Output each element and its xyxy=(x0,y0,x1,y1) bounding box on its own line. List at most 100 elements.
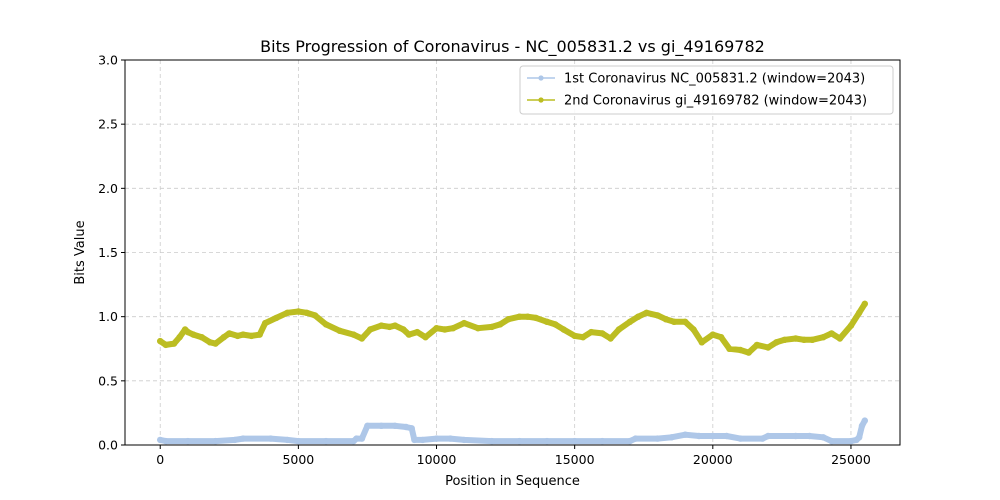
series-2-point xyxy=(157,337,164,345)
series-1-point xyxy=(411,436,418,444)
series-2-point xyxy=(284,309,291,316)
series-1-point xyxy=(402,423,410,431)
series-1-point xyxy=(695,432,703,440)
series-1-point xyxy=(284,436,291,444)
series-1-point xyxy=(723,432,730,440)
series-2-point xyxy=(682,318,689,325)
series-2-point xyxy=(303,309,310,316)
series-2-point xyxy=(239,331,247,338)
series-2-point xyxy=(176,334,183,341)
series-2-point xyxy=(386,323,393,331)
series-2-point xyxy=(662,316,669,323)
series-2-point xyxy=(378,322,385,329)
series-1-point xyxy=(806,432,813,440)
x-tick-label: 0 xyxy=(156,452,164,467)
series-2-point xyxy=(322,321,330,328)
y-tick-label: 3.0 xyxy=(98,53,118,68)
series-1-point xyxy=(571,437,578,445)
series-2-point xyxy=(234,332,241,340)
series-2-point xyxy=(588,328,595,336)
series-1-point xyxy=(764,432,772,440)
series-1-point xyxy=(820,434,827,441)
series-2-point xyxy=(405,331,413,338)
series-2-point xyxy=(836,335,844,342)
series-1-point xyxy=(267,435,274,442)
series-2-point xyxy=(737,346,744,354)
tick-layer: 0 5000 10000 15000 20000 25000 0.0 0.5 1.0 1.5 2.0… xyxy=(98,53,871,468)
series-1-point xyxy=(828,437,835,445)
series-2-point xyxy=(607,335,614,342)
series-2-point xyxy=(524,313,531,320)
series-1-point xyxy=(212,437,219,445)
series-2-point xyxy=(709,331,716,338)
series-2-point xyxy=(505,316,512,323)
series-1-point xyxy=(858,422,866,429)
series-2-point xyxy=(764,344,772,351)
series-2-point xyxy=(262,319,269,327)
series-1-point xyxy=(599,437,606,445)
series-2-point xyxy=(198,334,205,341)
series-2-point xyxy=(861,300,868,307)
series-2-point xyxy=(579,334,587,341)
series-1-point xyxy=(682,431,689,438)
series-2-point xyxy=(441,326,448,333)
series-1-point xyxy=(668,434,675,441)
x-tick-label: 20000 xyxy=(693,452,733,467)
y-tick-label: 2.5 xyxy=(98,117,118,132)
y-tick-label: 2.0 xyxy=(98,181,118,196)
series-2-point xyxy=(599,330,606,337)
series-2-point xyxy=(800,336,808,343)
series-2-point xyxy=(336,327,343,334)
series-2-point xyxy=(449,325,457,332)
series-1-point xyxy=(184,437,192,445)
series-2-point xyxy=(190,331,197,338)
series-1-point xyxy=(358,435,366,442)
series-2-point xyxy=(220,334,227,341)
series-2-point xyxy=(206,339,214,346)
series-layer xyxy=(157,300,868,445)
series-2-point xyxy=(792,335,799,342)
series-1-point xyxy=(792,432,799,440)
series-2-point xyxy=(170,340,178,347)
series-2-point xyxy=(745,349,752,356)
series-1-point xyxy=(737,435,744,442)
series-1-point xyxy=(157,436,164,444)
series-2-point xyxy=(828,330,835,337)
series-2-point xyxy=(248,332,255,340)
series-2-point xyxy=(543,318,551,325)
series-1-point xyxy=(419,436,426,444)
series-2-point xyxy=(226,330,233,337)
series-2-point xyxy=(753,341,761,349)
series-2-point xyxy=(654,312,661,319)
legend: 1st Coronavirus NC_005831.2 (window=2043… xyxy=(519,65,894,115)
series-2-point xyxy=(414,328,421,336)
series-2-point xyxy=(433,325,440,332)
series-2-point xyxy=(615,326,623,333)
series-2-point xyxy=(391,322,399,329)
series-1-point xyxy=(447,435,454,442)
series-1-point xyxy=(378,422,385,429)
series-1-point xyxy=(295,437,302,445)
series-1-point xyxy=(433,435,440,442)
series-2-point xyxy=(781,336,788,343)
series-2-point xyxy=(488,323,495,331)
series-2-point xyxy=(670,318,678,325)
series-2-point xyxy=(422,334,429,341)
series-2-point xyxy=(690,326,697,333)
series-1-point xyxy=(408,425,415,432)
series-2-point xyxy=(162,341,169,349)
series-2-point xyxy=(212,340,219,347)
y-tick-label: 0.0 xyxy=(98,438,118,453)
legend-marker-series-2 xyxy=(538,97,544,103)
series-2-point xyxy=(273,314,280,322)
series-2-point xyxy=(856,309,863,316)
series-1-point xyxy=(239,435,247,442)
series-2-point xyxy=(400,326,407,333)
series-2-point xyxy=(358,335,366,342)
series-1-point xyxy=(391,422,399,429)
x-axis-label: Position in Sequence xyxy=(445,474,580,489)
series-2-point xyxy=(809,336,816,343)
series-2-point xyxy=(552,321,559,328)
series-2-point xyxy=(532,314,540,322)
